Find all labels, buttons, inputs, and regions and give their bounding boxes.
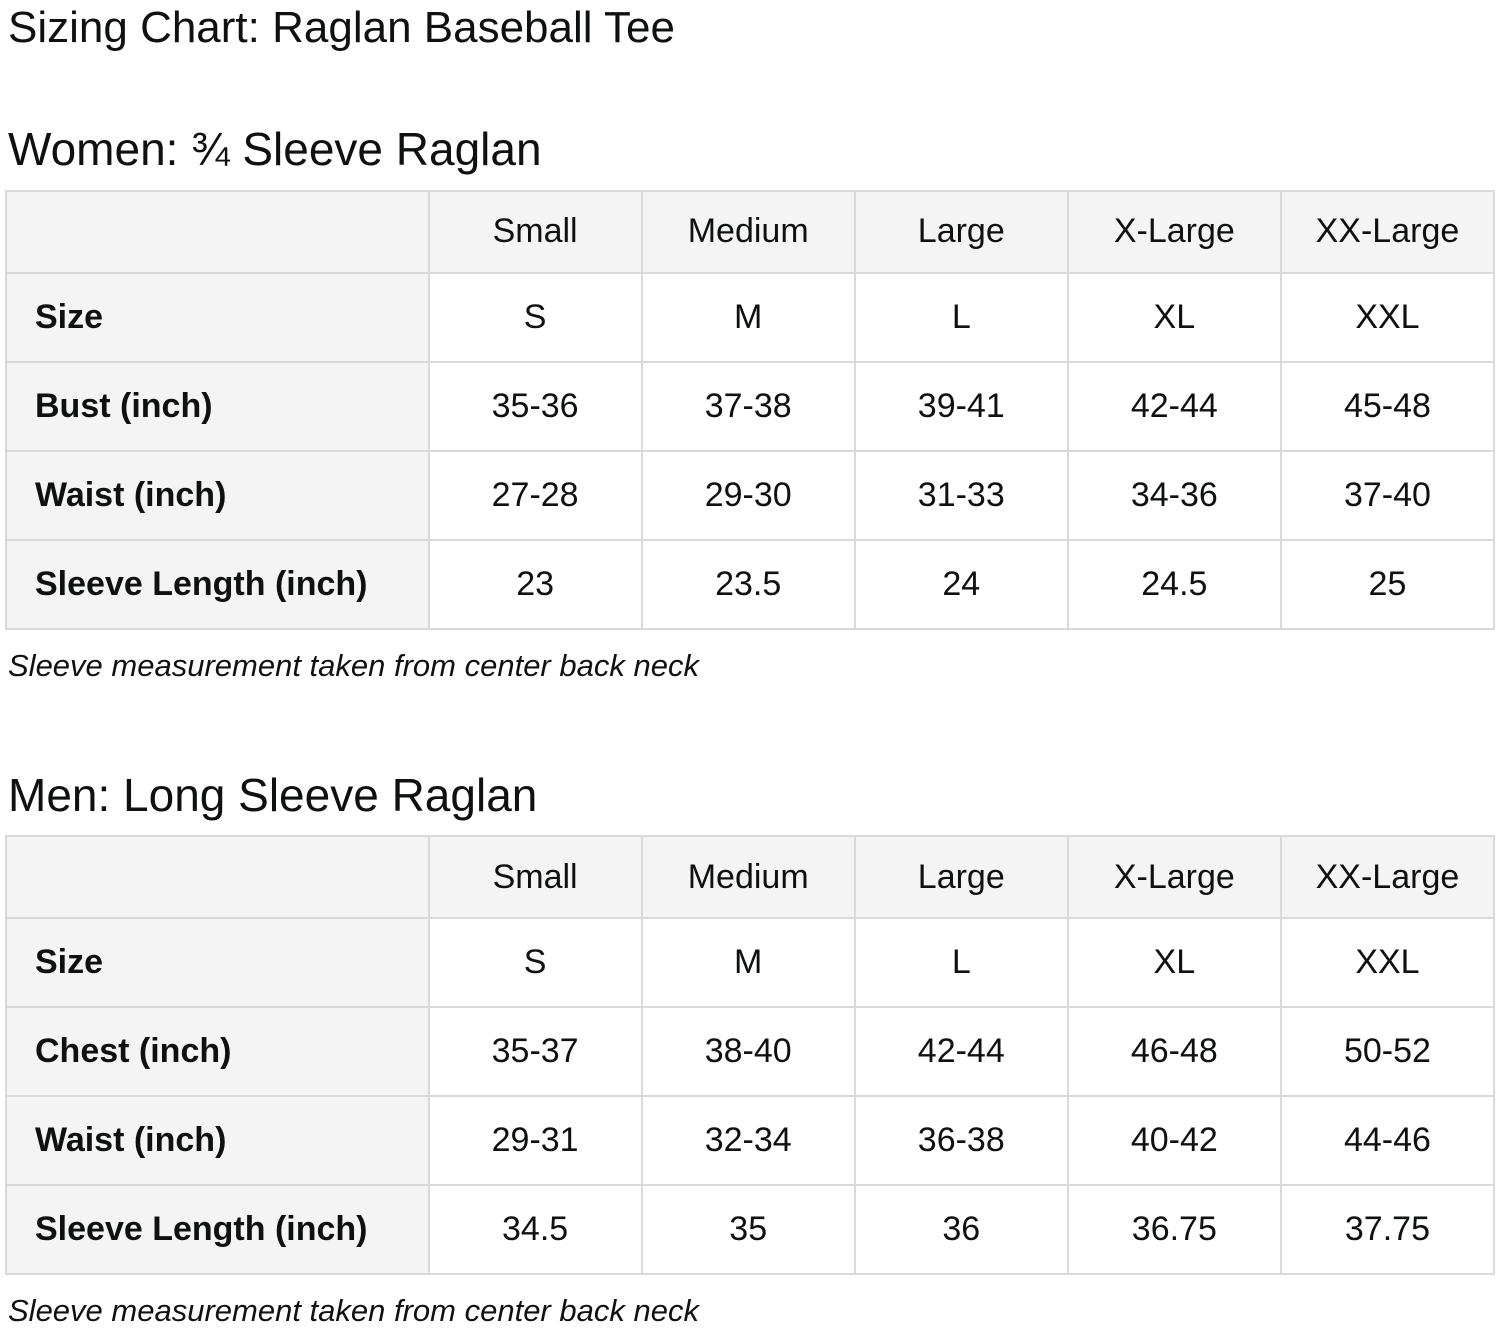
- sections-container: Women: ¾ Sleeve Raglan Small Medium Large X…: [5, 122, 1496, 1332]
- value-cell: 32-34: [640, 1095, 856, 1187]
- column-header-cell: Medium: [640, 835, 856, 920]
- value-cell: 34.5: [427, 1184, 643, 1276]
- value-cell: 24: [853, 538, 1069, 630]
- value-cell: 29-31: [427, 1095, 643, 1187]
- value-cell: S: [427, 917, 643, 1009]
- table-row: Waist (inch) 27-28 29-30 31-33 34-36 37-40: [5, 449, 1496, 541]
- value-cell: L: [853, 271, 1069, 363]
- column-header-cell: Small: [427, 189, 643, 274]
- size-section-women: Women: ¾ Sleeve Raglan Small Medium Large X…: [5, 122, 1496, 687]
- value-cell: 36: [853, 1184, 1069, 1276]
- value-cell: 35: [640, 1184, 856, 1276]
- value-cell: 34-36: [1066, 449, 1282, 541]
- value-cell: XXL: [1279, 917, 1496, 1009]
- sleeve-note: Sleeve measurement taken from center bac…: [8, 1293, 699, 1329]
- row-label-cell: Size: [5, 271, 430, 363]
- row-label-cell: Size: [5, 917, 430, 1009]
- value-cell: 23: [427, 538, 643, 630]
- value-cell: S: [427, 271, 643, 363]
- value-cell: 40-42: [1066, 1095, 1282, 1187]
- column-header-cell: Large: [853, 189, 1069, 274]
- value-cell: 29-30: [640, 449, 856, 541]
- sleeve-note: Sleeve measurement taken from center bac…: [8, 647, 699, 683]
- value-cell: 39-41: [853, 360, 1069, 452]
- table-row: Sleeve Length (inch) 23 23.5 24 24.5 25: [5, 538, 1496, 630]
- value-cell: 44-46: [1279, 1095, 1496, 1187]
- table-row: Waist (inch) 29-31 32-34 36-38 40-42 44-46: [5, 1095, 1496, 1187]
- column-header-cell: X-Large: [1066, 189, 1282, 274]
- value-cell: 35-37: [427, 1006, 643, 1098]
- value-cell: 37-38: [640, 360, 856, 452]
- table-row: Size S M L XL XXL: [5, 271, 1496, 363]
- value-cell: 37-40: [1279, 449, 1496, 541]
- value-cell: 45-48: [1279, 360, 1496, 452]
- value-cell: 42-44: [1066, 360, 1282, 452]
- value-cell: 24.5: [1066, 538, 1282, 630]
- value-cell: XL: [1066, 271, 1282, 363]
- value-cell: XL: [1066, 917, 1282, 1009]
- column-header-cell: Medium: [640, 189, 856, 274]
- table-row: Chest (inch) 35-37 38-40 42-44 46-48 50-52: [5, 1006, 1496, 1098]
- row-label-cell: Sleeve Length (inch): [5, 538, 430, 630]
- column-header-cell: Large: [853, 835, 1069, 920]
- value-cell: 38-40: [640, 1006, 856, 1098]
- value-cell: 23.5: [640, 538, 856, 630]
- value-cell: 42-44: [853, 1006, 1069, 1098]
- column-header-cell: Small: [427, 835, 643, 920]
- header-row: Small Medium Large X-Large XX-Large: [5, 835, 1496, 920]
- column-header-cell: X-Large: [1066, 835, 1282, 920]
- corner-cell: [5, 189, 430, 274]
- value-cell: 27-28: [427, 449, 643, 541]
- value-cell: 36.75: [1066, 1184, 1282, 1276]
- value-cell: XXL: [1279, 271, 1496, 363]
- table-row: Bust (inch) 35-36 37-38 39-41 42-44 45-48: [5, 360, 1496, 452]
- row-label-cell: Chest (inch): [5, 1006, 430, 1098]
- value-cell: L: [853, 917, 1069, 1009]
- page-title: Sizing Chart: Raglan Baseball Tee: [8, 3, 675, 52]
- sizing-table: Small Medium Large X-Large XX-Large Size S M L X…: [5, 835, 1496, 1276]
- value-cell: M: [640, 271, 856, 363]
- value-cell: M: [640, 917, 856, 1009]
- row-label-cell: Waist (inch): [5, 1095, 430, 1187]
- column-header-cell: XX-Large: [1279, 835, 1496, 920]
- sizing-table: Small Medium Large X-Large XX-Large Size S M L X…: [5, 189, 1496, 630]
- value-cell: 35-36: [427, 360, 643, 452]
- value-cell: 25: [1279, 538, 1496, 630]
- table-row: Sleeve Length (inch) 34.5 35 36 36.75 37.75: [5, 1184, 1496, 1276]
- column-header-cell: XX-Large: [1279, 189, 1496, 274]
- value-cell: 37.75: [1279, 1184, 1496, 1276]
- value-cell: 50-52: [1279, 1006, 1496, 1098]
- size-section-men: Men: Long Sleeve Raglan Small Medium Large…: [5, 768, 1496, 1332]
- value-cell: 46-48: [1066, 1006, 1282, 1098]
- value-cell: 36-38: [853, 1095, 1069, 1187]
- row-label-cell: Waist (inch): [5, 449, 430, 541]
- table-row: Size S M L XL XXL: [5, 917, 1496, 1009]
- section-heading-men: Men: Long Sleeve Raglan: [8, 768, 538, 821]
- section-heading-women: Women: ¾ Sleeve Raglan: [8, 122, 542, 175]
- row-label-cell: Sleeve Length (inch): [5, 1184, 430, 1276]
- row-label-cell: Bust (inch): [5, 360, 430, 452]
- header-row: Small Medium Large X-Large XX-Large: [5, 189, 1496, 274]
- value-cell: 31-33: [853, 449, 1069, 541]
- corner-cell: [5, 835, 430, 920]
